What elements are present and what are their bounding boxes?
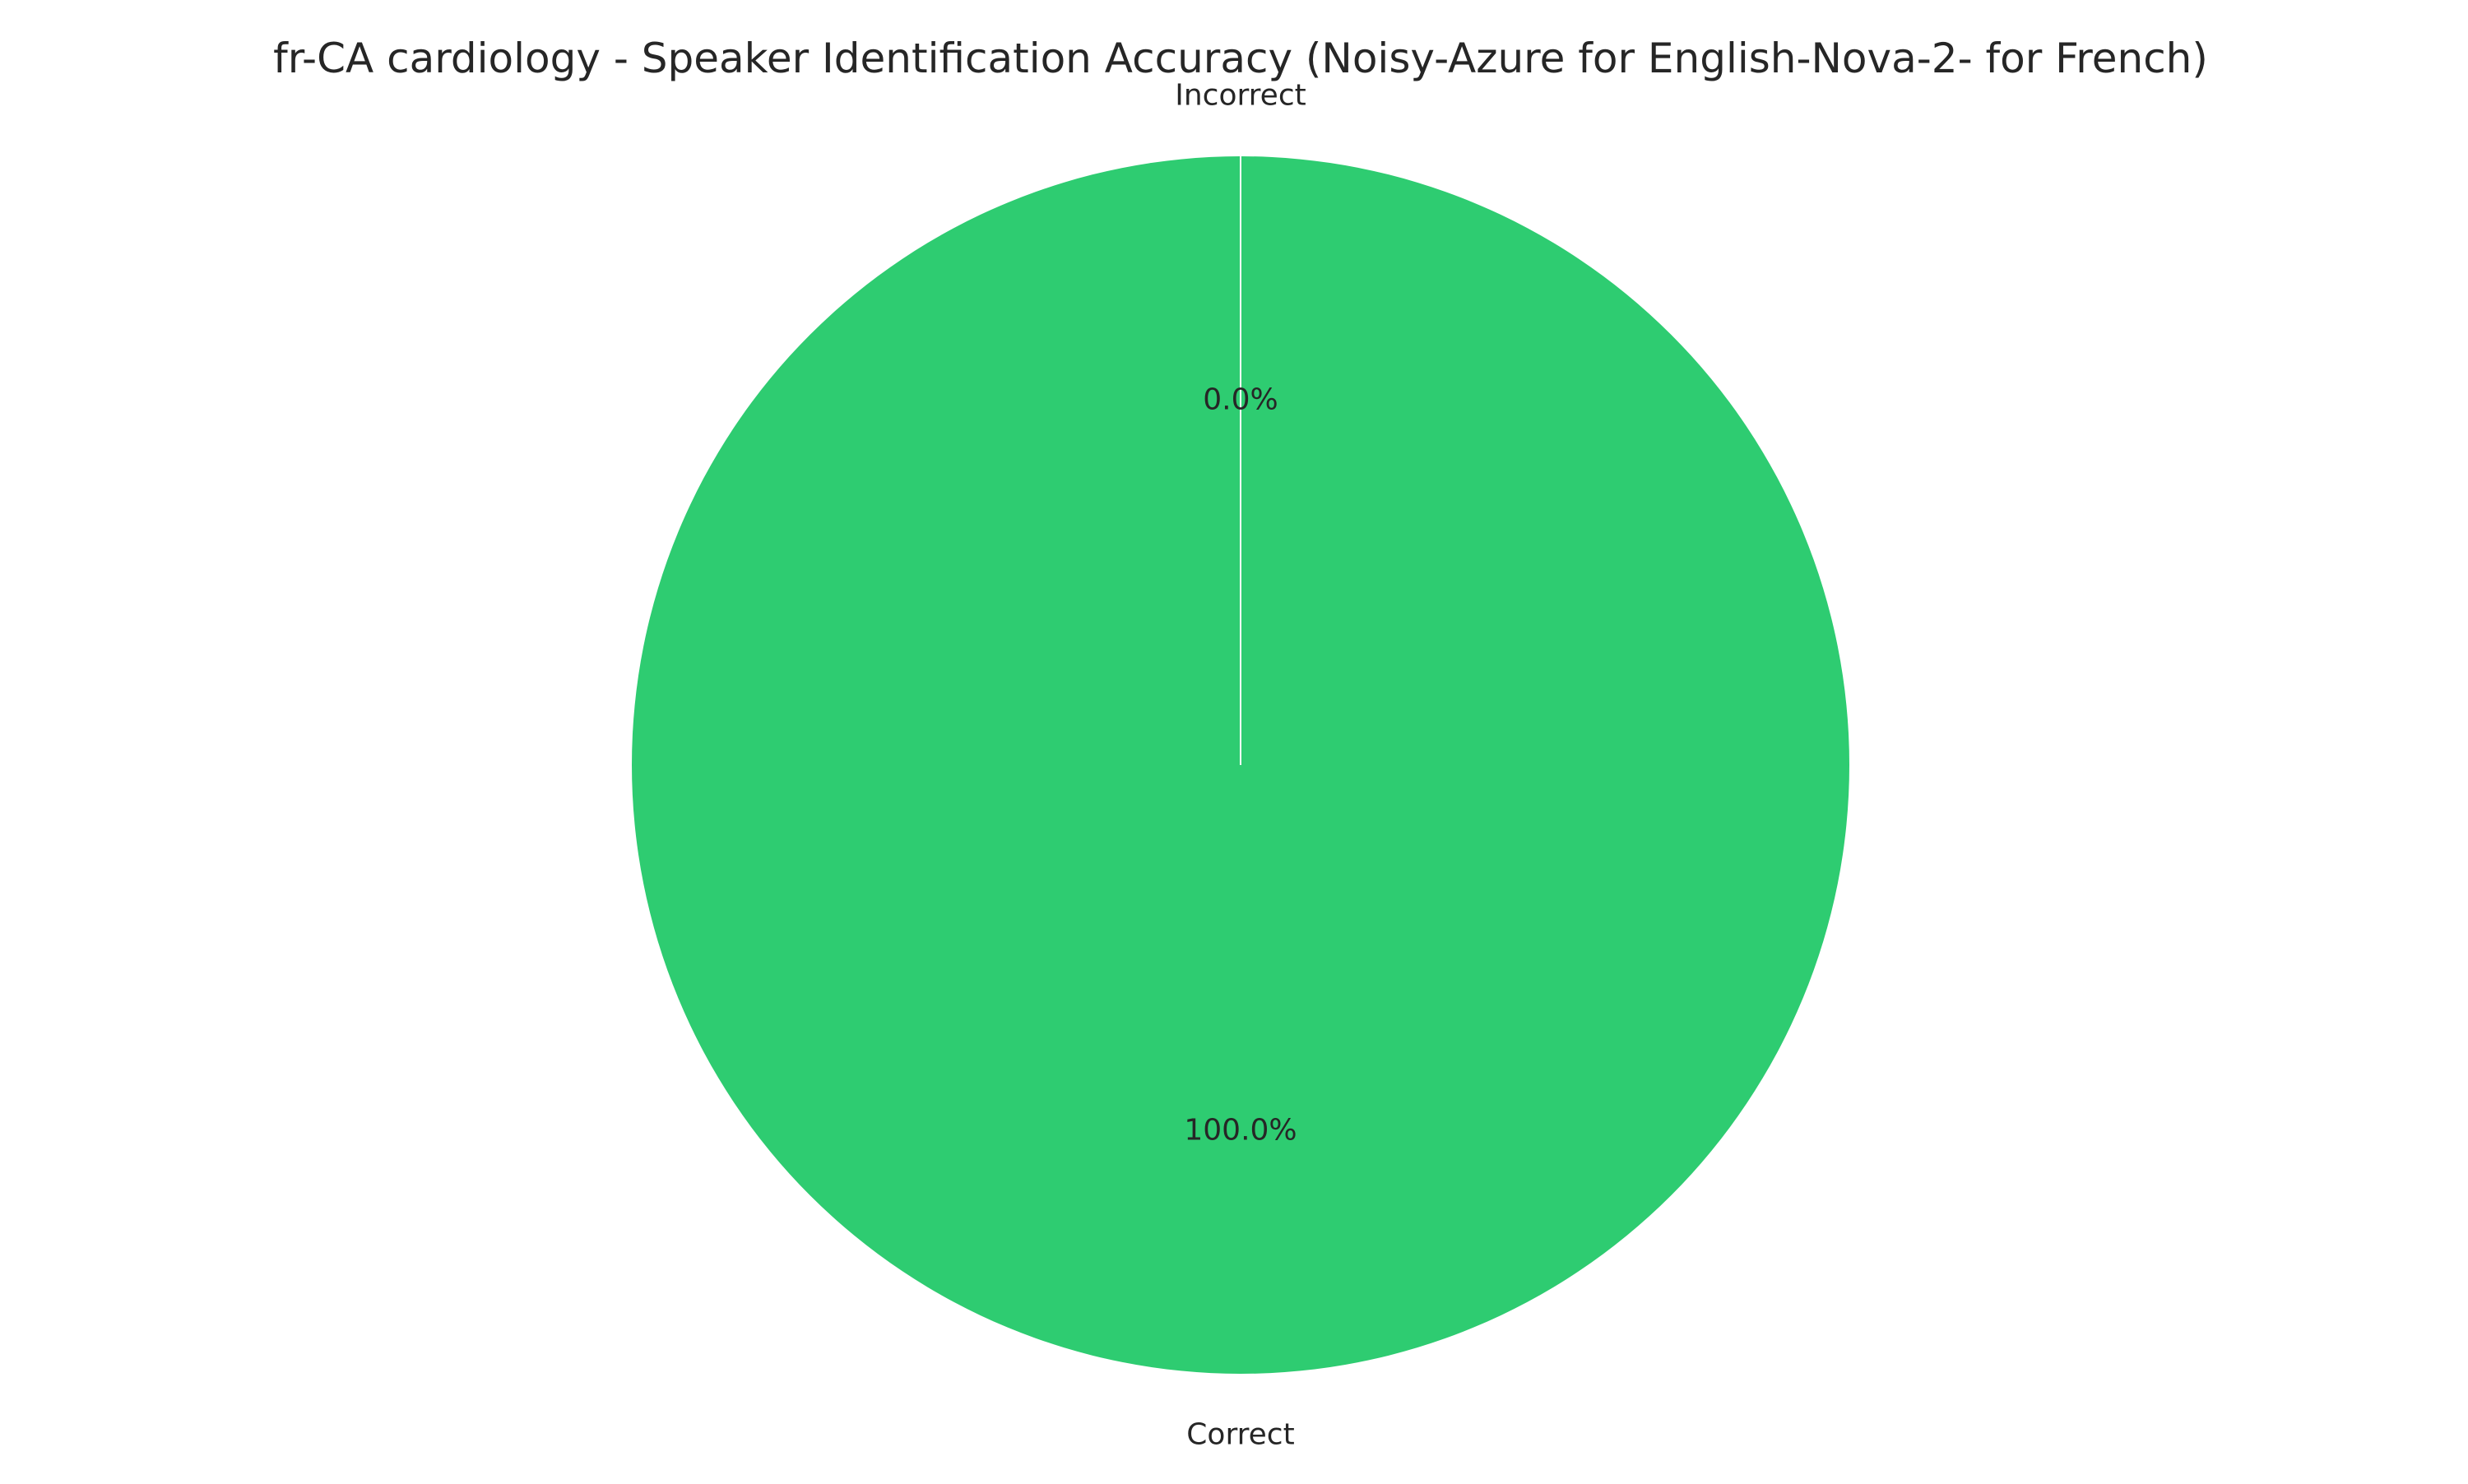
pie-labels: Correct 100.0% Incorrect 0.0% (1175, 79, 1306, 1452)
pct-label-incorrect: 0.0% (1203, 383, 1278, 417)
pct-label-correct: 100.0% (1184, 1114, 1297, 1148)
slice-label-correct: Correct (1186, 1418, 1294, 1452)
slice-label-incorrect: Incorrect (1175, 79, 1306, 113)
pie-slices (632, 156, 1849, 1374)
chart-title: fr-CA cardiology - Speaker Identificatio… (273, 35, 2208, 82)
